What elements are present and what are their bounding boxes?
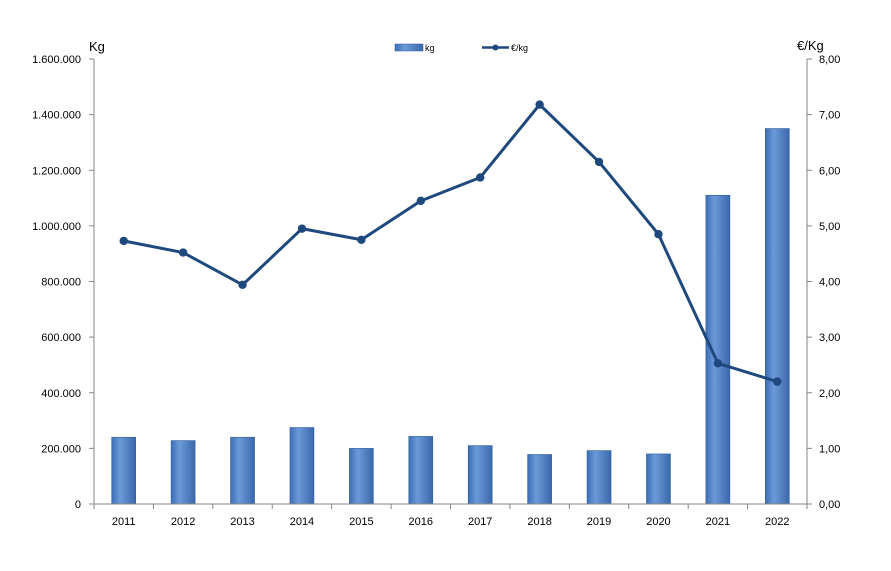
line-point-2015	[357, 235, 366, 244]
legend-label-kg: kg	[425, 43, 435, 53]
line-point-2016	[416, 196, 425, 206]
line-point-2011	[119, 236, 128, 246]
x-tick-label: 2021	[706, 516, 730, 528]
y-right-tick-label: 5,00	[819, 221, 840, 233]
y-right-tick-label: 4,00	[819, 277, 840, 289]
y-left-axis-title: Kg	[89, 39, 105, 54]
bar-2019	[586, 450, 612, 505]
y-right-axis-title: €/Kg	[797, 38, 824, 53]
y-right-tick-label: 1,00	[819, 443, 840, 455]
legend: kg €/kg	[394, 43, 528, 53]
bar-2022	[764, 128, 790, 505]
line-point-2020	[654, 230, 663, 239]
x-tick-label: 2011	[112, 516, 136, 528]
y-right-tick-label: 8,00	[819, 54, 840, 66]
x-tick-label: 2012	[171, 516, 195, 528]
legend-label-eur-kg: €/kg	[511, 43, 528, 53]
x-tick-label: 2016	[409, 516, 433, 528]
y-right-tick-label: 7,00	[819, 110, 840, 122]
x-tick-label: 2017	[468, 516, 492, 528]
x-tick-label: 2014	[290, 516, 314, 528]
y-left-tick-label: 1.200.000	[32, 165, 81, 177]
y-left-tick-label: 800.000	[41, 277, 81, 289]
axes	[89, 58, 812, 509]
line-point-2012	[178, 248, 188, 257]
bar-2018	[527, 454, 552, 505]
line-point-2017	[476, 173, 485, 182]
line-point-2014	[297, 224, 307, 233]
line-series	[119, 100, 782, 386]
y-right-tick-label: 0,00	[819, 499, 840, 511]
legend-marker-eur-kg	[492, 44, 499, 51]
y-left-tick-label: 1.000.000	[32, 221, 81, 233]
x-tick-label: 2020	[646, 516, 670, 528]
x-tick-label: 2022	[765, 516, 789, 528]
x-tick-label: 2019	[587, 516, 611, 528]
axis-labels: 0 200.000 400.000 600.000 800.000 1.000.000 1.…	[32, 38, 840, 528]
y-right-tick-label: 2,00	[819, 388, 840, 400]
y-left-tick-label: 0	[75, 499, 81, 511]
y-left-tick-label: 1.600.000	[32, 54, 81, 66]
bar-2020	[646, 453, 671, 505]
bar-2021	[705, 194, 731, 505]
bar-series	[111, 128, 790, 505]
line-point-2019	[594, 157, 604, 167]
y-left-tick-label: 600.000	[41, 332, 81, 344]
x-tick-label: 2015	[349, 516, 373, 528]
bar-2013	[230, 436, 255, 505]
y-right-tick-label: 6,00	[819, 165, 840, 177]
y-left-tick-label: 1.400.000	[32, 110, 81, 122]
y-left-tick-label: 200.000	[41, 443, 81, 455]
x-tick-label: 2013	[230, 516, 254, 528]
line-point-2018	[535, 100, 544, 109]
line-point-2021	[713, 359, 723, 368]
bar-2015	[349, 448, 374, 505]
line-path	[123, 103, 778, 384]
bar-2012	[170, 440, 196, 505]
y-right-tick-label: 3,00	[819, 332, 840, 344]
legend-swatch-kg	[394, 43, 424, 52]
bar-2017	[467, 445, 493, 505]
line-point-2013	[238, 280, 247, 290]
bar-2016	[408, 436, 434, 505]
bar-2011	[111, 436, 137, 505]
y-left-tick-label: 400.000	[41, 388, 81, 400]
x-tick-label: 2018	[527, 516, 551, 528]
line-point-2022	[773, 377, 782, 386]
bar-2014	[289, 427, 315, 505]
